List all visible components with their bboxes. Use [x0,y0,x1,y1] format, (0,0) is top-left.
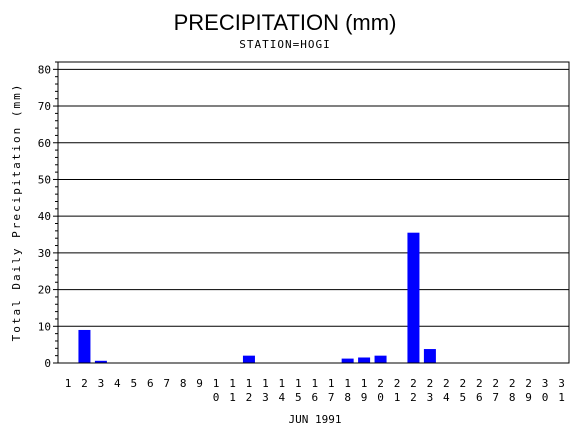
x-tick-label-3: 3 [98,377,105,390]
x-tick-label-9: 9 [196,377,203,390]
plot-frame [57,61,570,364]
bar-day-3 [94,360,107,363]
bar-day-12 [242,355,255,363]
x-axis-label: JUN 1991 [289,413,342,426]
x-tick-label-1: 1 [65,377,72,390]
y-tick-label-50: 50 [38,173,51,186]
x-tick-label-6: 6 [147,377,154,390]
y-tick-label-80: 80 [38,63,51,76]
bar-day-18 [341,358,354,363]
y-tick-label-60: 60 [38,137,51,150]
bars [78,232,436,363]
bar-day-2 [78,329,91,363]
bar-day-23 [423,349,436,363]
gridlines [58,68,569,327]
y-tick-label-70: 70 [38,100,51,113]
y-tick-label-20: 20 [38,284,51,297]
y-tick-label-0: 0 [44,357,51,370]
x-tick-label-2: 2 [81,377,88,390]
bar-day-22 [407,232,420,363]
chart-title: PRECIPITATION (mm) [174,10,397,35]
x-tick-label-8: 8 [180,377,187,390]
y-ticks: 0 10 20 30 40 50 60 70 80 [38,61,58,370]
chart-subtitle: STATION=HOGI [239,38,330,51]
y-axis-label: Total Daily Precipitation (mm) [10,83,23,342]
bar-day-20 [374,355,387,363]
bar-day-19 [358,357,371,363]
x-tick-label-7: 7 [163,377,170,390]
x-ticks: 1 2 3 4 5 6 7 8 9 1 01 11 21 31 41 51 61 71 81 92 02 12 22 32 42… [65,377,565,404]
y-tick-label-40: 40 [38,210,51,223]
x-tick-label-4: 4 [114,377,121,390]
x-tick-label-5: 5 [130,377,137,390]
y-tick-label-30: 30 [38,247,51,260]
y-tick-label-10: 10 [38,320,51,333]
